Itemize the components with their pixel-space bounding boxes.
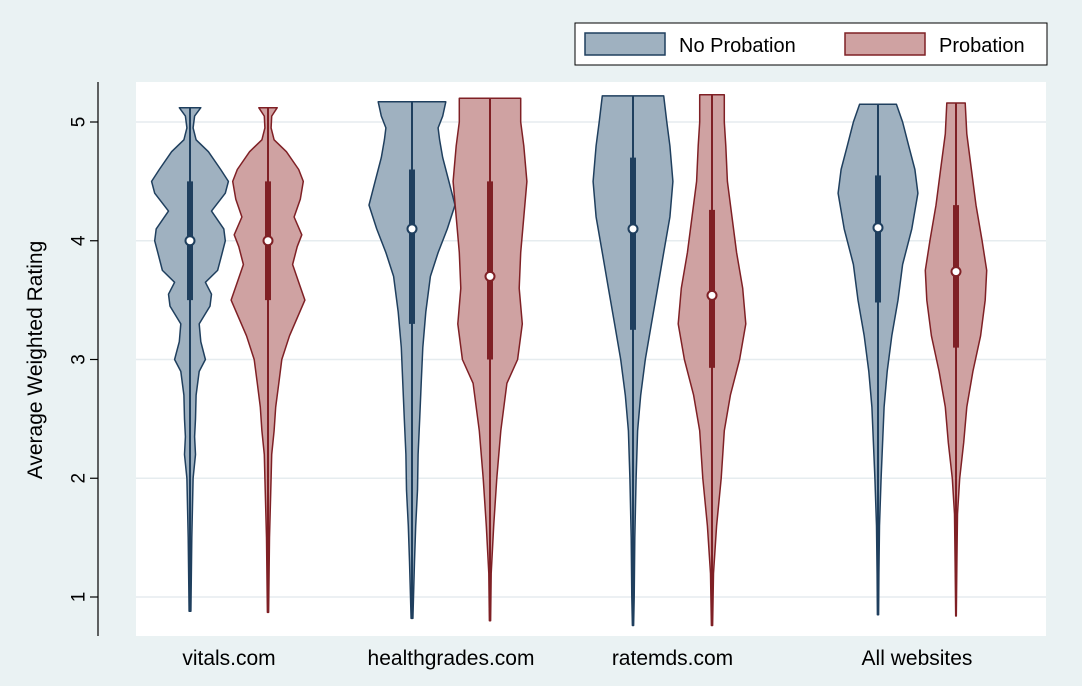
violin-iqr-box bbox=[409, 169, 415, 324]
violin-median bbox=[627, 223, 639, 235]
y-axis-ticks: 1 2 3 4 5 bbox=[69, 117, 98, 603]
x-category-label: ratemds.com bbox=[612, 647, 733, 670]
legend-label-probation: Probation bbox=[939, 35, 1025, 57]
y-tick-label: 4 bbox=[69, 235, 90, 246]
legend: No Probation Probation bbox=[574, 22, 1048, 66]
violin-iqr-box bbox=[875, 175, 881, 303]
y-tick-label: 3 bbox=[69, 354, 90, 365]
violin-median bbox=[484, 270, 496, 282]
x-axis-labels: vitals.com healthgrades.com ratemds.com All… bbox=[182, 647, 972, 670]
legend-swatch-no-probation bbox=[584, 32, 666, 56]
y-tick-label: 1 bbox=[69, 592, 90, 603]
violins bbox=[150, 93, 988, 627]
legend-swatch-probation bbox=[844, 32, 926, 56]
x-category-label: vitals.com bbox=[182, 647, 275, 670]
x-category-label: All websites bbox=[862, 647, 973, 670]
violin-median bbox=[706, 289, 718, 301]
violin-iqr-box bbox=[630, 157, 636, 330]
violin-median bbox=[950, 266, 962, 278]
y-tick-label: 5 bbox=[69, 117, 90, 128]
violin-median bbox=[406, 223, 418, 235]
legend-label-no-probation: No Probation bbox=[679, 35, 796, 57]
violin-median bbox=[262, 235, 274, 247]
violin-iqr-box bbox=[487, 181, 493, 360]
violin-median bbox=[872, 222, 884, 234]
violin-iqr-box bbox=[709, 209, 715, 368]
violin-median bbox=[184, 235, 196, 247]
y-tick-label: 2 bbox=[69, 473, 90, 484]
x-category-label: healthgrades.com bbox=[368, 647, 535, 670]
y-axis-title: Average Weighted Rating bbox=[24, 241, 47, 480]
